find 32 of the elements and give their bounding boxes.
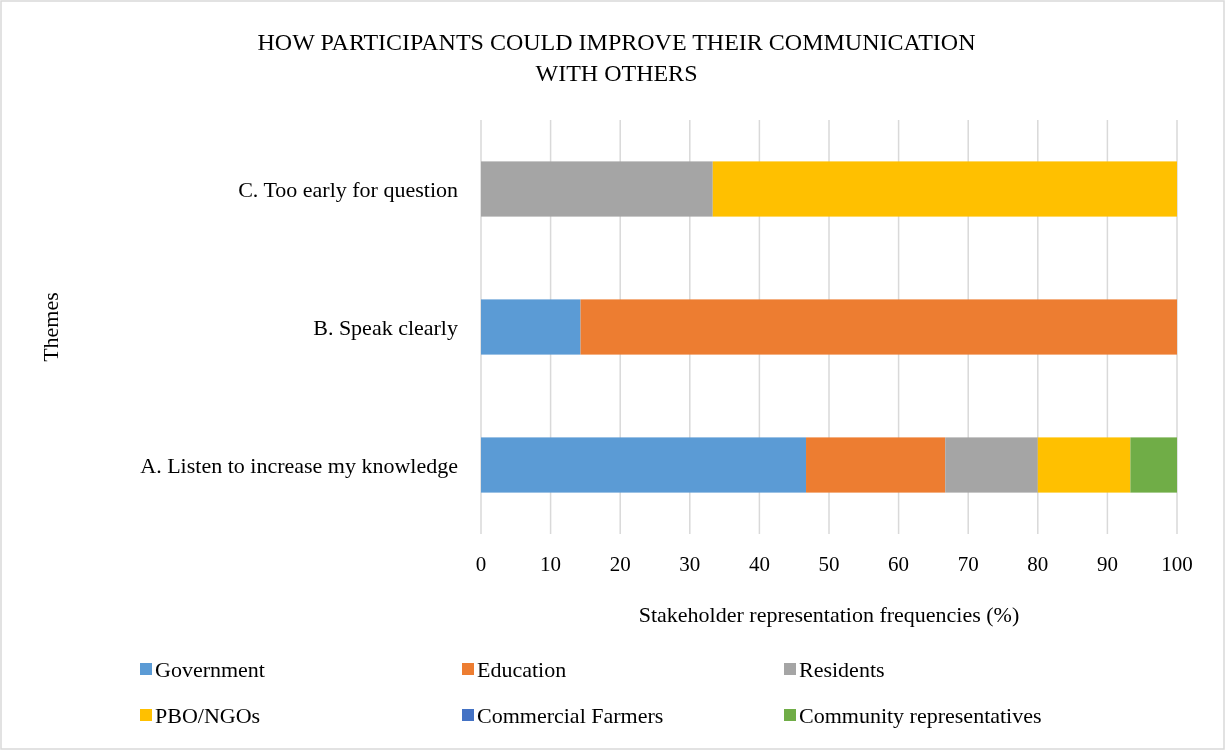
legend-label: PBO/NGOs xyxy=(155,702,261,728)
x-tick-label: 80 xyxy=(1027,552,1049,576)
x-tick-label: 10 xyxy=(540,552,562,576)
bar xyxy=(1130,437,1177,493)
bar xyxy=(481,161,713,217)
x-axis-title: Stakeholder representation frequencies (%) xyxy=(638,602,1020,627)
y-tick-label: A. Listen to increase my knowledge xyxy=(140,452,458,478)
legend-label: Education xyxy=(477,656,567,682)
bar xyxy=(712,161,1177,217)
bar xyxy=(945,437,1038,493)
x-tick-label: 50 xyxy=(818,552,840,576)
legend-label: Commercial Farmers xyxy=(477,702,664,728)
legend-label: Residents xyxy=(799,656,885,682)
x-tick-label: 70 xyxy=(957,552,979,576)
legend-label: Government xyxy=(155,656,265,682)
chart-title: HOW PARTICIPANTS COULD IMPROVE THEIR COMMUNICATION WITH OTHERS xyxy=(257,29,976,86)
y-tick-label: B. Speak clearly xyxy=(313,314,458,340)
bar xyxy=(580,299,1177,355)
x-tick-label: 100 xyxy=(1161,552,1193,576)
bar xyxy=(1037,437,1131,493)
bar xyxy=(481,437,807,493)
y-axis-title: Themes xyxy=(38,292,63,362)
bar xyxy=(806,437,946,493)
y-tick-label: C. Too early for question xyxy=(238,176,458,202)
x-tick-label: 0 xyxy=(475,552,487,576)
x-tick-label: 20 xyxy=(609,552,631,576)
x-tick-label: 40 xyxy=(748,552,770,576)
x-tick-label: 90 xyxy=(1096,552,1118,576)
x-tick-label: 60 xyxy=(888,552,910,576)
bar xyxy=(481,299,581,355)
x-tick-label: 30 xyxy=(679,552,701,576)
legend-label: Community representatives xyxy=(799,702,1042,728)
